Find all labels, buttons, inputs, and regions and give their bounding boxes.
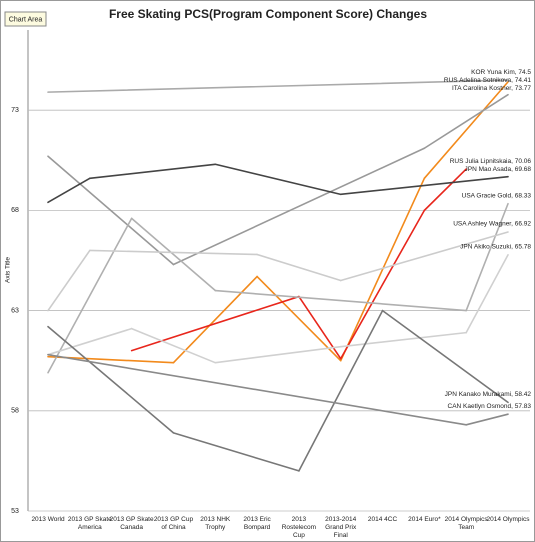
x-tick-label: 2013 NHK Trophy — [200, 516, 231, 531]
x-tick-label-box: 2013 GP Skate Canada — [109, 516, 154, 531]
series-line — [214, 163, 342, 196]
y-tick-label: 53 — [11, 508, 19, 515]
series-line — [423, 93, 509, 150]
series-line — [130, 327, 217, 364]
data-label: ITA Carolina Kostner, 73.77 — [452, 85, 531, 92]
series-line — [47, 177, 91, 204]
series-line — [130, 217, 217, 292]
series-line — [214, 289, 467, 312]
x-tick-label: 2013 Rostelecom Cup — [281, 516, 317, 539]
x-tick-label: 2013 GP Cup of China — [153, 516, 194, 531]
data-label: CAN Kaetlyn Osmond, 57.83 — [448, 403, 532, 410]
x-tick-label: 2013 GP Skate America — [67, 516, 112, 531]
data-label: RUS Adelina Sotnikova, 74.41 — [444, 77, 531, 84]
x-tick-label-box: 2013 Eric Bompard — [243, 516, 271, 531]
series-line — [130, 295, 300, 352]
tooltip: Chart Area — [9, 16, 43, 23]
x-tick-label: 2014 Olympics Team — [444, 516, 488, 531]
series-line — [465, 202, 509, 312]
series-line — [172, 432, 300, 472]
data-label: USA Ashley Wagner, 66.92 — [453, 221, 531, 228]
series-line — [423, 81, 509, 180]
series-line — [172, 147, 426, 266]
series-line — [256, 275, 342, 362]
x-tick-label: 2014 Euro* — [408, 516, 441, 523]
series-line — [339, 209, 426, 360]
series-line — [339, 177, 426, 362]
data-label: JPN Mao Asada, 69.68 — [465, 166, 532, 173]
y-tick-label: 58 — [11, 408, 19, 415]
x-tick-label: 2013-2014 Grand Prix Final — [325, 516, 357, 539]
y-tick-label: 68 — [11, 207, 19, 214]
y-tick-label: 63 — [11, 307, 19, 314]
data-label: JPN Kanako Murakami, 58.42 — [445, 391, 532, 398]
x-tick-label: 2013 World — [31, 516, 65, 523]
series-line — [339, 175, 509, 196]
series-line — [47, 217, 133, 374]
tooltip-box — [4, 11, 47, 27]
series-line — [298, 309, 384, 472]
data-label: RUS Julia Lipnitskaia, 70.06 — [450, 158, 532, 165]
series-line — [47, 325, 175, 434]
series-line — [214, 345, 342, 364]
series-line — [465, 413, 509, 426]
series-line — [47, 155, 175, 266]
series-line — [381, 309, 509, 404]
x-tick-label-box: 2013 Rostelecom Cup — [281, 516, 317, 539]
series-line — [89, 163, 217, 180]
series-line — [89, 249, 258, 256]
series-line — [339, 331, 467, 348]
x-tick-label: 2014 Olympics — [486, 516, 530, 523]
data-label: JPN Akiko Suzuki, 65.78 — [460, 244, 531, 251]
y-tick-label: 73 — [11, 107, 19, 114]
x-tick-label-box: 2013 GP Skate America — [67, 516, 112, 531]
x-tick-label: 2014 4CC — [367, 516, 398, 523]
x-tick-label-box: 2013 World — [31, 516, 65, 523]
x-tick-label: 2013 GP Skate Canada — [109, 516, 154, 531]
x-tick-label-box: 2014 4CC — [367, 516, 398, 523]
x-tick-label-box: 2013 NHK Trophy — [200, 516, 231, 531]
series-line — [47, 79, 509, 93]
x-tick-label-box: 2013 GP Cup of China — [153, 516, 194, 531]
series-line — [256, 253, 342, 282]
data-label: USA Gracie Gold, 68.33 — [462, 192, 532, 199]
series-line — [47, 327, 133, 356]
data-label: KOR Yuna Kim, 74.5 — [471, 69, 531, 76]
x-tick-label-box: 2014 Olympics Team — [444, 516, 488, 531]
series-line — [423, 168, 467, 212]
series-line — [465, 254, 509, 334]
series-line — [47, 353, 467, 426]
x-tick-label-box: 2014 Euro* — [408, 516, 441, 523]
y-axis-title: Axis Title — [5, 257, 12, 283]
series-line — [339, 231, 509, 282]
x-tick-label: 2013 Eric Bompard — [243, 516, 271, 531]
chart-title: Free Skating PCS(Program Component Score… — [109, 7, 427, 21]
series-line — [47, 249, 91, 312]
x-tick-label-box: 2013-2014 Grand Prix Final — [325, 516, 357, 539]
x-tick-label-box: 2014 Olympics — [486, 516, 530, 523]
series-line — [172, 275, 258, 364]
